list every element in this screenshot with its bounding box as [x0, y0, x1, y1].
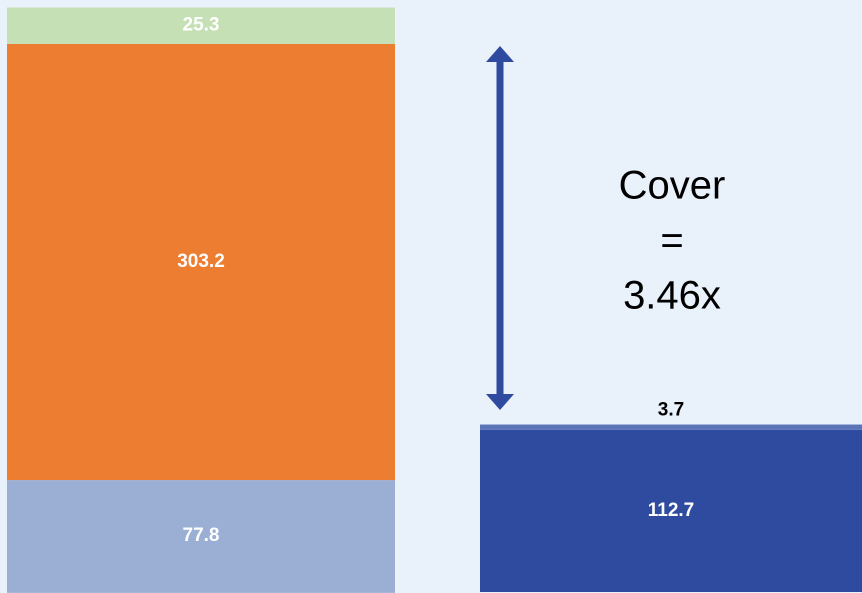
data-label: 25.3 [183, 15, 220, 36]
annotation-line: 3.46x [623, 274, 721, 318]
cover-arrow [486, 46, 514, 410]
bar-segment [480, 429, 862, 592]
data-label: 3.7 [658, 400, 684, 421]
data-label: 303.2 [177, 251, 225, 272]
data-label: 112.7 [648, 500, 695, 521]
annotation-line: Cover [619, 164, 726, 208]
bar-segment [7, 480, 395, 592]
annotation-line: = [660, 219, 683, 263]
bar-segment [7, 43, 395, 481]
bar-segment [7, 592, 395, 593]
bar-segment [7, 7, 395, 44]
bar-segment [480, 424, 862, 430]
data-label: 77.8 [183, 525, 220, 546]
